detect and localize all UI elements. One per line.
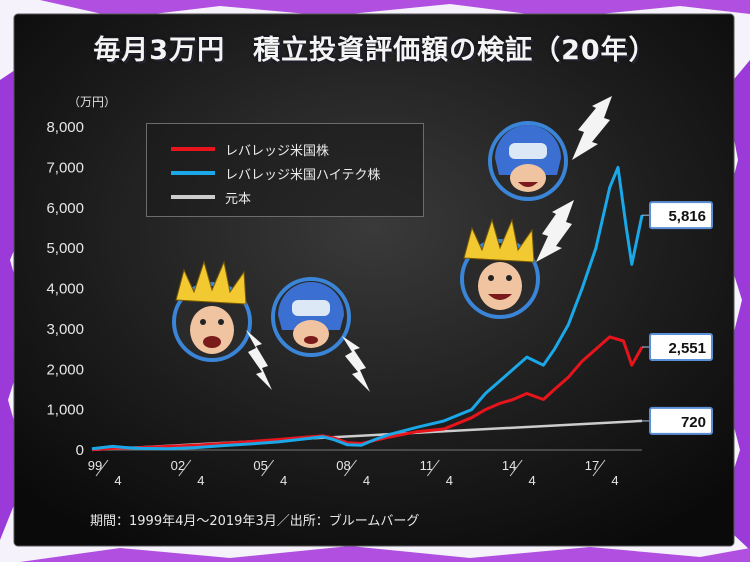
x-tick-slash <box>261 459 275 477</box>
mascot-helmet-down <box>271 277 351 357</box>
y-tick-label: 2,000 <box>46 361 84 378</box>
y-tick-label: 8,000 <box>46 119 84 136</box>
x-tick-month: 4 <box>363 473 370 488</box>
y-tick-label: 5,000 <box>46 240 84 257</box>
x-tick-month: 4 <box>529 473 536 488</box>
x-tick-slash <box>178 459 192 477</box>
series-line-us-stock <box>91 335 644 452</box>
end-label-principal: 720 <box>681 414 706 431</box>
legend: レバレッジ米国株 レバレッジ米国ハイテク株 元本 <box>146 123 424 217</box>
x-tick-year: 08 <box>336 458 350 473</box>
y-tick-label: 3,000 <box>46 321 84 338</box>
x-tick-slash <box>344 459 357 477</box>
x-tick-year: 99 <box>88 458 102 473</box>
legend-label: レバレッジ米国株 <box>225 143 330 159</box>
mascot-helmet-up <box>488 121 568 201</box>
x-tick-year: 05 <box>253 458 267 473</box>
legend-swatch-red <box>171 147 215 151</box>
up-arrow-icon <box>572 96 612 160</box>
mascot-blond-down <box>172 260 252 362</box>
end-label-box <box>649 406 713 435</box>
x-tick-year: 02 <box>171 458 185 473</box>
end-label-us-stock: 2,551 <box>668 340 706 357</box>
down-arrow-icon <box>246 330 272 390</box>
x-tick-year: 11 <box>420 458 434 473</box>
down-arrow-icon <box>342 336 370 392</box>
end-label-box <box>649 201 713 230</box>
legend-item-principal: 元本 <box>171 188 252 207</box>
x-tick-year: 14 <box>502 458 516 473</box>
end-label-box <box>649 333 713 362</box>
legend-label: 元本 <box>225 191 252 207</box>
x-tick-month: 4 <box>611 473 618 488</box>
legend-item-us-stock: レバレッジ米国株 <box>171 140 330 159</box>
source-note: 期間：1999年4月〜2019年3月／出所：ブルームバーグ <box>90 514 420 529</box>
x-tick-slash <box>509 459 523 477</box>
series-line-us-tech <box>91 165 644 451</box>
chart-background <box>14 14 734 546</box>
x-tick-month: 4 <box>446 473 453 488</box>
x-tick-slash <box>95 459 109 477</box>
end-label-us-tech: 5,816 <box>668 208 706 225</box>
x-tick-slash <box>592 459 606 477</box>
up-arrow-icon <box>536 200 574 262</box>
y-unit-label: （万円） <box>68 95 116 109</box>
plot-area: （万円） 8,000 7,000 6,000 5,000 4,000 3,000 2,000 1… <box>46 95 713 488</box>
y-tick-label: 0 <box>76 442 84 459</box>
legend-swatch-blue <box>171 171 215 175</box>
y-tick-label: 6,000 <box>46 200 84 217</box>
y-tick-label: 7,000 <box>46 159 84 176</box>
legend-item-us-tech: レバレッジ米国ハイテク株 <box>171 164 381 183</box>
x-tick-month: 4 <box>197 473 204 488</box>
legend-label: レバレッジ米国ハイテク株 <box>225 167 381 183</box>
y-tick-label: 4,000 <box>46 281 84 298</box>
x-tick-month: 4 <box>114 473 121 488</box>
legend-swatch-gray <box>171 195 215 199</box>
y-tick-label: 1,000 <box>46 402 84 419</box>
mascot-blond-up <box>460 218 540 319</box>
x-tick-month: 4 <box>280 473 287 488</box>
x-tick-year: 17 <box>585 458 599 473</box>
chart-title: 毎月3万円 積立投資評価額の検証（20年） <box>93 35 657 66</box>
x-tick-slash <box>426 459 440 477</box>
